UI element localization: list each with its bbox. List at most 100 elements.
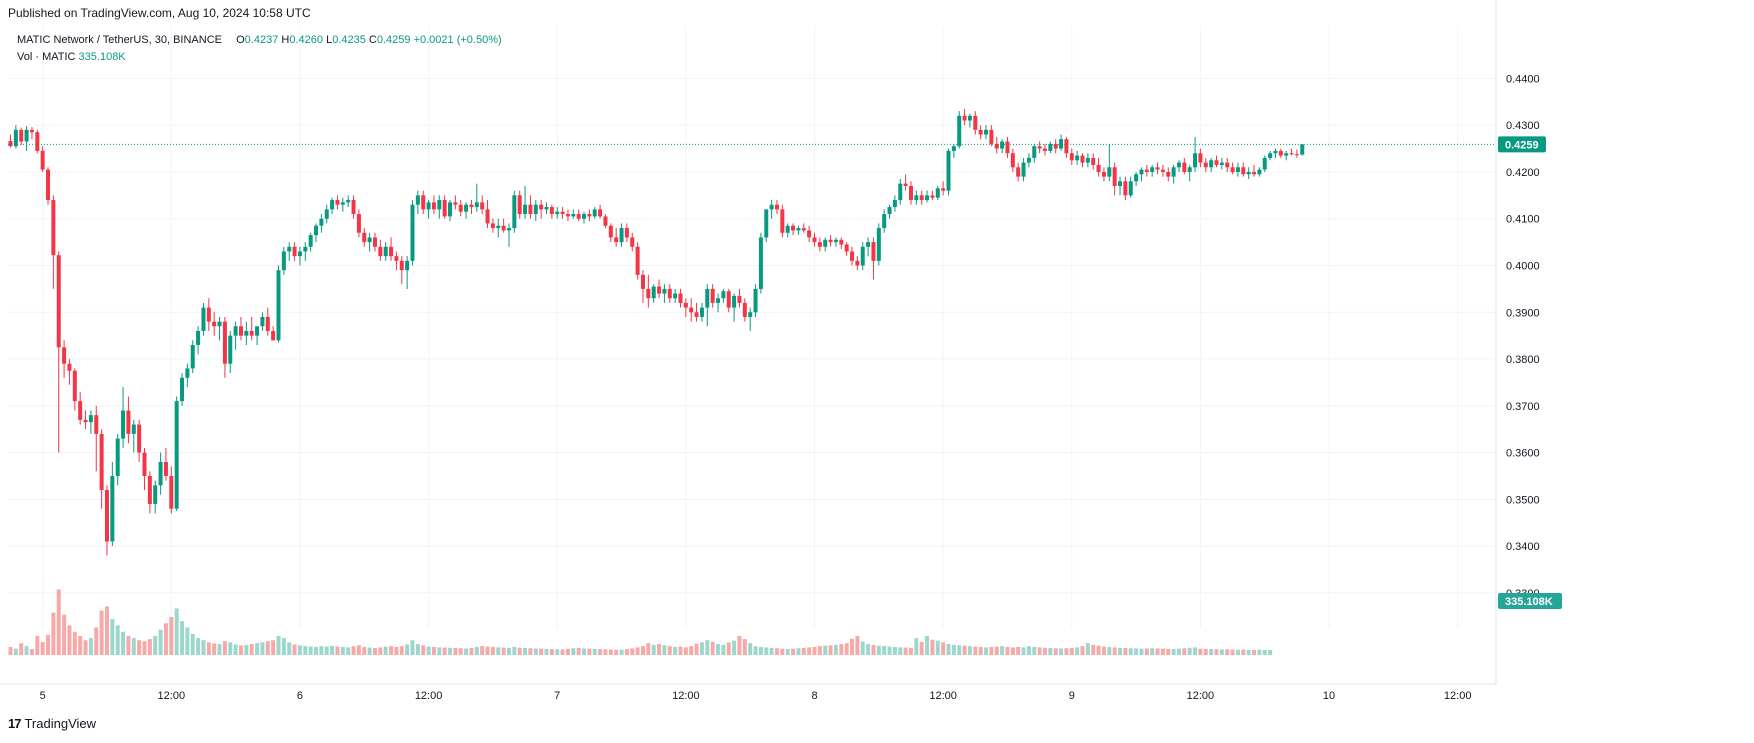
volume-bar	[576, 647, 581, 655]
volume-bar	[523, 648, 528, 655]
candle-body	[1101, 171, 1106, 177]
candle-body	[485, 209, 490, 224]
candle-body	[1155, 167, 1160, 170]
volume-bar	[303, 646, 308, 655]
volume-bar	[946, 644, 951, 655]
candle-body	[1300, 144, 1305, 155]
volume-bar	[903, 647, 908, 655]
candle-body	[828, 239, 833, 243]
volume-bar	[908, 647, 913, 655]
volume-bar	[121, 631, 126, 655]
published-note: Published on TradingView.com, Aug 10, 20…	[8, 6, 311, 20]
candle-body	[158, 461, 163, 486]
candle-body	[1107, 167, 1112, 177]
candle-body	[1042, 148, 1047, 151]
candle-body	[1091, 157, 1096, 165]
high-value: 0.4260	[289, 34, 323, 46]
candle-body	[206, 307, 211, 322]
candle-body	[147, 475, 152, 505]
volume-bar	[624, 649, 629, 655]
candle-body	[362, 232, 367, 243]
volume-bar	[823, 645, 828, 655]
candle-body	[716, 298, 721, 303]
candle-body	[1128, 181, 1133, 196]
volume-bar	[699, 642, 704, 655]
symbol-name[interactable]: MATIC Network / TetherUS, 30, BINANCE	[17, 34, 222, 46]
volume-bar	[807, 647, 812, 655]
price-axis[interactable]: 0.33000.34000.35000.36000.37000.38000.39…	[1506, 73, 1540, 600]
candle-body	[1053, 143, 1058, 149]
volume-bar	[1230, 649, 1235, 655]
candle-body	[72, 370, 77, 402]
volume-bar	[292, 644, 297, 655]
candle-body	[260, 316, 265, 327]
candle-body	[871, 242, 876, 261]
volume-label[interactable]: Vol · MATIC	[17, 51, 76, 63]
volume-bar	[667, 646, 672, 655]
volume-bar	[276, 635, 281, 655]
candle-body	[1198, 153, 1203, 163]
volume-bar	[1091, 644, 1096, 655]
tradingview-footer[interactable]: 17 TradingView	[8, 716, 96, 731]
candle-body	[978, 129, 983, 135]
volume-bar	[855, 635, 860, 655]
volume-bar	[866, 644, 871, 655]
volume-bar	[651, 644, 656, 655]
symbol-legend[interactable]: MATIC Network / TetherUS, 30, BINANCE O0…	[17, 34, 502, 46]
volume-bar	[448, 647, 453, 655]
candle-body	[1080, 155, 1085, 163]
candle-body	[174, 401, 179, 509]
time-axis[interactable]: 5 12:00 6 12:00 7 12:00 8 12:00 9 12:00 10 12:00	[40, 690, 1472, 702]
volume-bar	[640, 646, 645, 655]
volume-bar	[774, 648, 779, 655]
volume-bar	[871, 644, 876, 655]
candle-body	[1230, 167, 1235, 172]
price-tick-label: 0.3600	[1506, 448, 1540, 460]
time-tick-label: 12:00	[158, 690, 186, 702]
candle-body	[196, 330, 201, 346]
volume-bar	[1182, 648, 1187, 655]
candle-body	[1289, 153, 1294, 155]
volume-bar	[330, 645, 335, 655]
volume-bar	[1107, 646, 1112, 655]
candle-body	[823, 239, 828, 247]
price-tick-label: 0.4300	[1506, 120, 1540, 132]
candle-body	[442, 200, 447, 217]
candle-body	[383, 246, 388, 257]
candle-body	[421, 195, 426, 210]
volume-bar	[399, 646, 404, 655]
grid-lines	[0, 0, 1497, 685]
volume-bar	[860, 641, 865, 655]
candle-body	[957, 115, 962, 147]
volume-bar	[1037, 647, 1042, 655]
time-tick-label: 9	[1069, 690, 1075, 702]
volume-bar	[973, 646, 978, 655]
last-volume-badge: 335.108K	[1498, 593, 1562, 609]
volume-bar	[882, 646, 887, 655]
volume-bar	[46, 634, 51, 655]
candle-body	[153, 485, 158, 505]
price-tick-label: 0.3800	[1506, 354, 1540, 366]
volume-bar	[1026, 646, 1031, 655]
volume-bar	[308, 646, 313, 655]
candle-body	[1225, 162, 1230, 168]
volume-bar	[501, 647, 506, 655]
candle-body	[866, 242, 871, 247]
volume-bar	[801, 647, 806, 655]
volume-legend[interactable]: Vol · MATIC 335.108K	[17, 51, 126, 63]
candle-body	[1171, 167, 1176, 177]
volume-bar	[271, 640, 276, 655]
candle-body	[340, 202, 345, 205]
volume-bar	[40, 641, 45, 655]
candle-body	[1118, 181, 1123, 186]
volume-bar	[978, 646, 983, 655]
volume-bar	[137, 640, 142, 655]
candle-body	[737, 295, 742, 303]
volume-bar	[405, 644, 410, 655]
candle-body	[1176, 162, 1181, 168]
candle-body	[1246, 171, 1251, 175]
candle-body	[1010, 153, 1015, 168]
candle-body	[99, 433, 104, 491]
candle-body	[335, 200, 340, 205]
